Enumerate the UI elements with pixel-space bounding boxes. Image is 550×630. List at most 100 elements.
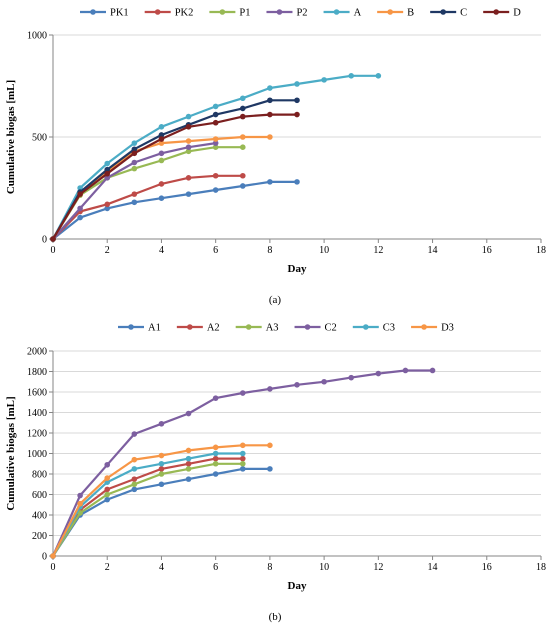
data-point-p1 <box>158 157 165 164</box>
series-line-a3 <box>52 462 243 557</box>
data-point-pk1 <box>158 195 165 201</box>
legend-label-d: D <box>513 8 521 19</box>
data-point-pk1 <box>239 183 246 189</box>
data-point-a1 <box>212 471 219 477</box>
data-point-a <box>239 95 246 102</box>
legend-label-c: C <box>460 8 467 19</box>
y-tick-label: 400 <box>32 511 47 522</box>
data-point-d3 <box>158 452 165 459</box>
x-tick-label: 18 <box>536 562 546 573</box>
legend-label-p1: P1 <box>239 8 250 19</box>
data-point-d <box>50 236 56 242</box>
data-point-a <box>212 103 219 110</box>
x-tick-label: 10 <box>319 562 329 573</box>
data-point-a <box>104 160 111 167</box>
data-point-d <box>239 113 246 120</box>
data-point-c <box>239 105 246 112</box>
data-point-p2 <box>77 205 83 212</box>
data-point-c2 <box>294 382 300 388</box>
legend-label-pk1: PK1 <box>110 8 129 19</box>
data-point-p1 <box>212 144 219 150</box>
data-point-d <box>267 111 273 118</box>
data-point-d3 <box>77 500 83 507</box>
data-point-c2 <box>131 431 138 437</box>
panel-label: (a) <box>269 294 282 306</box>
data-point-d <box>294 111 300 118</box>
y-tick-label: 1000 <box>27 449 47 460</box>
data-point-c2 <box>402 367 409 374</box>
x-tick-label: 12 <box>373 245 383 256</box>
data-point-p1 <box>239 144 246 150</box>
series-line-p1 <box>52 146 243 240</box>
data-point-c <box>158 132 165 138</box>
series-line-c3 <box>52 452 243 557</box>
x-tick-label: 8 <box>267 562 272 573</box>
data-point-d <box>158 136 165 142</box>
data-point-c2 <box>104 461 111 468</box>
data-point-a <box>131 140 138 146</box>
data-point-c2 <box>239 390 246 396</box>
x-axis-title: Day <box>288 580 307 592</box>
panel-label: (b) <box>269 611 282 623</box>
data-point-pk1 <box>185 191 192 197</box>
x-tick-label: 18 <box>536 245 546 256</box>
data-point-pk1 <box>294 179 300 185</box>
legend-label-c3: C3 <box>383 323 395 334</box>
x-tick-label: 4 <box>159 245 164 256</box>
data-point-a3 <box>104 491 111 498</box>
series-line-d <box>52 113 297 240</box>
data-point-a <box>77 185 83 191</box>
data-point-a2 <box>131 476 138 482</box>
data-point-pk1 <box>267 179 273 185</box>
data-point-c3 <box>185 455 192 462</box>
data-point-a3 <box>212 460 219 467</box>
data-point-a2 <box>185 460 192 467</box>
legend-marker-b <box>387 9 393 15</box>
data-point-a1 <box>267 466 273 472</box>
y-tick-label: 200 <box>32 531 47 542</box>
series-line-c <box>52 99 297 240</box>
data-point-c2 <box>77 492 83 499</box>
y-tick-label: 1400 <box>27 408 47 419</box>
data-point-b <box>267 134 273 140</box>
data-point-a3 <box>131 481 138 488</box>
data-point-a <box>158 124 165 130</box>
data-point-a1 <box>104 496 111 503</box>
data-point-pk2 <box>212 172 219 179</box>
data-point-b <box>185 138 192 144</box>
series-line-a <box>52 74 379 240</box>
data-point-d <box>77 191 83 197</box>
y-tick-label: 800 <box>32 470 47 481</box>
data-point-c <box>294 97 300 104</box>
legend-label-a1: A1 <box>148 323 161 334</box>
legend-marker-p2 <box>276 9 283 15</box>
data-point-pk1 <box>77 214 83 221</box>
data-point-a3 <box>239 460 246 467</box>
data-point-pk2 <box>104 201 111 208</box>
data-point-c2 <box>158 420 165 427</box>
data-point-a3 <box>158 471 165 477</box>
data-point-pk1 <box>104 205 111 212</box>
legend-marker-a3 <box>245 324 252 330</box>
data-point-pk1 <box>212 187 219 193</box>
data-point-pk2 <box>239 172 246 179</box>
data-point-a2 <box>212 455 219 462</box>
data-point-c <box>267 97 273 104</box>
data-point-d3 <box>239 442 246 449</box>
data-point-d3 <box>104 475 111 481</box>
legend-marker-pk1 <box>90 9 96 15</box>
data-point-pk2 <box>185 175 192 181</box>
y-tick-label: 1000 <box>27 31 47 42</box>
series-line-a2 <box>52 457 243 557</box>
x-tick-label: 16 <box>482 245 492 256</box>
data-point-a1 <box>185 476 192 482</box>
data-point-c2 <box>185 410 192 417</box>
y-tick-label: 0 <box>42 235 47 246</box>
data-point-p2 <box>212 140 219 146</box>
data-point-d <box>104 170 111 177</box>
data-point-c2 <box>375 370 382 377</box>
data-point-c2 <box>321 378 327 385</box>
x-tick-label: 10 <box>319 245 329 256</box>
data-point-d <box>185 124 192 130</box>
x-tick-label: 16 <box>482 562 492 573</box>
